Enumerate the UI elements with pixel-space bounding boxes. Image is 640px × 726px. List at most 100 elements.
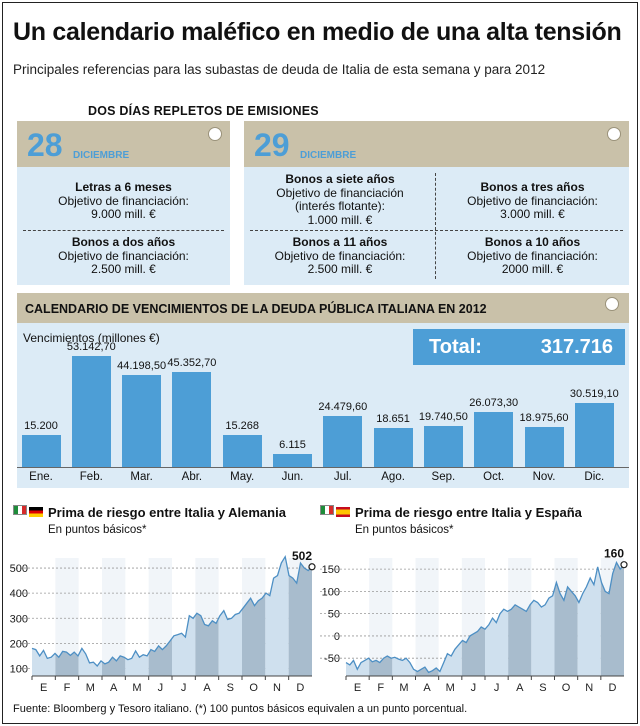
chart-title-alemania: Prima de riesgo entre Italia y Alemania [48,505,286,520]
bar-category-label: May. [230,471,255,483]
germany-flag-icon [29,507,43,517]
chart-sub-alemania: En puntos básicos* [48,524,147,536]
bar-Abr. [172,372,212,467]
bar-Feb. [71,355,111,467]
calendar-title: CALENDARIO DE VENCIMIENTOS DE LA DEUDA P… [25,302,487,316]
chart-sub-espana: En puntos básicos* [355,524,454,536]
last-value-label: 160 [604,547,624,561]
area-band [288,558,312,676]
y-tick-label: 400 [10,588,28,600]
x-tick-label: A [423,682,431,694]
emission-item: Bonos a tres años Objetivo de financiaci… [467,180,598,221]
x-tick-label: S [227,682,234,694]
card-day: 29 [254,127,290,163]
bar-category-label: Jun. [281,471,304,483]
y-tick-label: 50 [328,609,340,621]
area-band [125,558,149,676]
x-tick-label: J [471,682,477,694]
source-note: Fuente: Bloomberg y Tesoro italiano. (*)… [13,703,468,715]
bar-category-label: Ago. [381,471,405,483]
y-tick-label: 150 [322,564,340,576]
bar-category-label: Feb. [79,471,103,483]
bar-value-label: 44.198,50 [117,359,167,372]
bar-value-label: 15.268 [225,420,260,433]
bar-value-label: 19.740,50 [418,410,468,423]
bar-category-label: Mar. [130,471,153,483]
bar-Ago. [373,428,413,467]
emission-item: Bonos a 10 años Objetivo de financiación… [467,235,598,276]
bar-May. [222,435,262,467]
chart-title-espana: Prima de riesgo entre Italia y España [355,505,582,520]
month-stripe [55,558,79,676]
month-stripe [102,558,126,676]
bar-value-label: 18.975,60 [519,412,569,425]
bar-value-label: 18.651 [376,413,410,425]
bar-category-label: Ene. [29,471,53,483]
emission-card-28: 28 DICIEMBRE Letras a 6 meses Objetivo d… [17,121,230,285]
x-tick-label: N [585,682,593,694]
line-chart-alemania: 100 200 300 400 500 502 E F M A M J J A S O N D [10,549,316,694]
x-tick-label: O [249,682,258,694]
emissions-heading: DOS DÍAS REPLETOS DE EMISIONES [88,104,319,118]
page-title: Un calendario maléfico en medio de una a… [13,18,622,46]
y-tick-label: 300 [10,613,28,625]
calendar-ylabel: Vencimientos (millones €) [23,331,160,345]
calendar-header: CALENDARIO DE VENCIMIENTOS DE LA DEUDA P… [17,293,629,323]
area-band [78,558,102,676]
emission-item: Bonos a 11 años Objetivo de financiación… [274,235,406,276]
x-tick-label: M [446,682,455,694]
bar-Nov. [524,427,564,467]
area-band [218,558,242,676]
bar-value-label: 53.142,70 [66,340,116,353]
italy-flag-icon [320,505,334,515]
risk-premium-line [31,554,313,667]
maturity-calendar: CALENDARIO DE VENCIMIENTOS DE LA DEUDA P… [17,293,629,488]
page-subtitle: Principales referencias para las subasta… [13,62,546,77]
y-tick-label: 100 [322,586,340,598]
x-tick-label: D [608,682,616,694]
x-tick-label: S [539,682,546,694]
y-tick-label: -50 [324,653,340,665]
y-tick-label: 200 [10,638,28,650]
bar-value-label: 24.479,60 [318,400,368,413]
card-month: DICIEMBRE [300,150,357,161]
bar-value-label: 26.073,30 [469,397,519,410]
x-tick-label: F [377,682,384,694]
total-value: 317.716 [540,336,613,358]
area-band [438,562,462,676]
x-tick-label: M [132,682,141,694]
bar-category-label: Jul. [333,471,352,483]
x-tick-label: J [494,682,500,694]
month-stripe [415,558,439,676]
x-tick-label: J [181,682,187,694]
bar-value-label: 30.519,10 [569,388,619,401]
bar-value-label: 15.200 [24,420,58,433]
divider [250,230,623,231]
area-band [531,562,555,676]
bar-Oct. [474,412,514,467]
y-tick-label: 100 [10,663,28,675]
divider [435,173,436,279]
emission-item: Bonos a dos años Objetivo de financiació… [58,235,189,276]
bar-category-label: Nov. [532,471,556,483]
x-tick-label: N [273,682,281,694]
x-tick-label: E [354,682,361,694]
bar-Mar. [122,374,162,467]
bar-Ene. [21,435,61,467]
bar-baseline [17,467,629,468]
bar-category-label: Oct. [483,471,505,483]
italy-flag-icon [13,505,27,515]
x-tick-label: M [399,682,408,694]
area-band [485,562,509,676]
total-label: Total: [429,336,482,358]
card-header: 29 DICIEMBRE [244,121,629,167]
card-header: 28 DICIEMBRE [17,121,230,167]
bar-value-label: 6.115 [279,439,306,452]
last-value-label: 502 [292,549,312,563]
x-tick-label: A [110,682,118,694]
line-chart-espana: -50 0 50 100 150 160 E F M A M J J A S O N D [320,547,628,694]
bar-category-label: Abr. [181,471,203,483]
bar-category-label: Dic. [584,471,605,483]
bar-Jul. [323,415,363,467]
month-stripe [369,558,393,676]
